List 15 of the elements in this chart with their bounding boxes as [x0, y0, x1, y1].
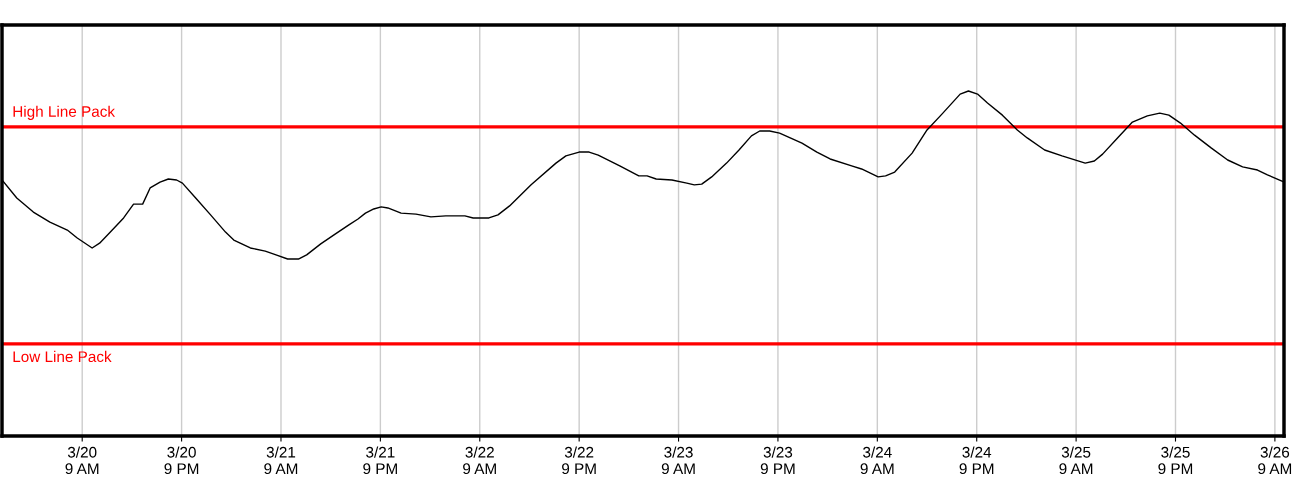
- ref-line-label: Low Line Pack: [13, 350, 112, 363]
- x-tick-label: 3/22 9 AM: [463, 446, 496, 475]
- x-tick-label: 3/24 9 PM: [959, 446, 994, 475]
- x-tick-label: 3/23 9 PM: [760, 446, 795, 475]
- x-tick-label: 3/25 9 PM: [1158, 446, 1193, 475]
- x-tick-label: 3/25 9 AM: [1059, 446, 1093, 475]
- x-tick-label: 3/26 9 AM: [1258, 446, 1292, 475]
- x-tick-label: 3/21 9 AM: [264, 446, 298, 475]
- x-tick-label: 3/20 9 PM: [164, 446, 199, 475]
- ref-line-label: High Line Pack: [13, 105, 116, 120]
- x-tick-label: 3/21 9 PM: [363, 446, 397, 475]
- x-tick-label: 3/24 9 AM: [860, 446, 894, 475]
- x-tick-label: 3/20 9 AM: [65, 446, 99, 475]
- x-tick-label: 3/23 9 AM: [661, 446, 695, 475]
- x-tick-label: 3/22 9 PM: [562, 446, 596, 475]
